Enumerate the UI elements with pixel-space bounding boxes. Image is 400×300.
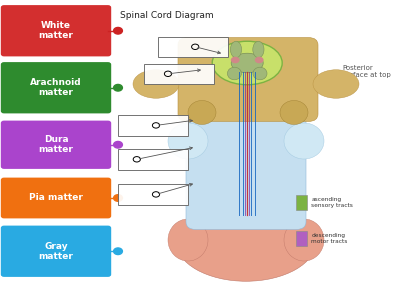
- Circle shape: [114, 248, 122, 254]
- Text: Dura
matter: Dura matter: [38, 135, 74, 154]
- FancyBboxPatch shape: [144, 64, 214, 84]
- Ellipse shape: [168, 219, 208, 261]
- FancyBboxPatch shape: [1, 121, 111, 169]
- Circle shape: [114, 27, 122, 34]
- Text: descending
motor tracts: descending motor tracts: [311, 233, 348, 244]
- Text: Arachnoid
matter: Arachnoid matter: [30, 78, 82, 98]
- Ellipse shape: [133, 70, 179, 98]
- Ellipse shape: [231, 53, 263, 73]
- Ellipse shape: [284, 123, 324, 159]
- Ellipse shape: [168, 123, 208, 159]
- Text: Spinal Cord Diagram: Spinal Cord Diagram: [120, 11, 214, 20]
- Ellipse shape: [188, 100, 216, 124]
- Circle shape: [114, 141, 122, 148]
- Ellipse shape: [253, 41, 264, 58]
- Circle shape: [114, 195, 122, 201]
- Text: Gray
matter: Gray matter: [38, 242, 74, 261]
- Circle shape: [114, 84, 122, 91]
- Text: Posterior
surface at top: Posterior surface at top: [342, 65, 391, 79]
- FancyBboxPatch shape: [1, 226, 111, 277]
- FancyBboxPatch shape: [296, 195, 307, 210]
- Ellipse shape: [280, 100, 308, 124]
- Ellipse shape: [255, 57, 264, 63]
- FancyBboxPatch shape: [118, 184, 188, 205]
- FancyBboxPatch shape: [1, 5, 111, 56]
- FancyBboxPatch shape: [296, 231, 307, 246]
- FancyBboxPatch shape: [178, 38, 318, 122]
- FancyBboxPatch shape: [1, 178, 111, 218]
- FancyBboxPatch shape: [118, 149, 188, 169]
- Ellipse shape: [284, 219, 324, 261]
- Ellipse shape: [231, 57, 240, 63]
- Ellipse shape: [176, 202, 316, 281]
- Text: White
matter: White matter: [38, 21, 74, 40]
- FancyBboxPatch shape: [158, 37, 228, 57]
- FancyBboxPatch shape: [118, 115, 188, 136]
- Text: ascending
sensory tracts: ascending sensory tracts: [311, 197, 353, 208]
- FancyBboxPatch shape: [186, 85, 306, 230]
- Ellipse shape: [313, 70, 359, 98]
- Ellipse shape: [227, 67, 241, 80]
- Ellipse shape: [253, 67, 267, 80]
- Ellipse shape: [230, 41, 242, 58]
- FancyBboxPatch shape: [1, 62, 111, 113]
- Ellipse shape: [212, 41, 282, 85]
- Text: Pia matter: Pia matter: [29, 194, 83, 202]
